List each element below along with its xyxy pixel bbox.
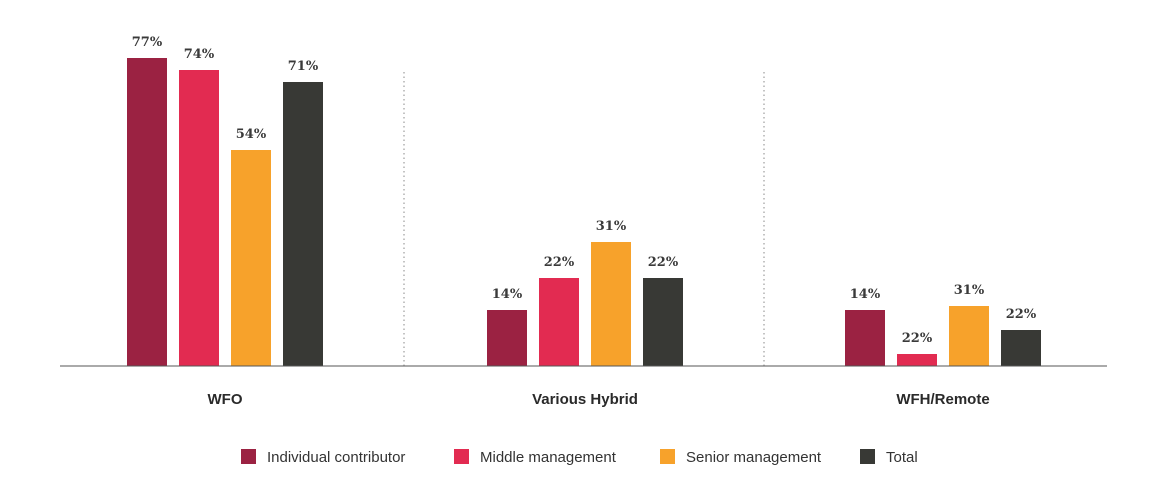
category-label-1: Various Hybrid [532, 391, 638, 408]
bars-layer [127, 58, 1041, 366]
value-label-2-2: 31% [954, 283, 985, 298]
legend: Individual contributor Middle management S… [241, 449, 918, 466]
bar-2-2 [949, 306, 989, 366]
value-label-2-1: 22% [902, 331, 933, 346]
legend-label-1: Middle management [480, 449, 617, 466]
value-label-0-2: 54% [236, 127, 267, 142]
category-label-0: WFO [208, 391, 243, 408]
value-label-0-1: 74% [184, 47, 215, 62]
bar-0-2 [231, 150, 271, 366]
bar-0-1 [179, 70, 219, 366]
bar-0-0 [127, 58, 167, 366]
value-label-1-0: 14% [492, 287, 523, 302]
bar-2-0 [845, 310, 885, 366]
value-label-0-0: 77% [132, 35, 163, 50]
bar-1-0 [487, 310, 527, 366]
category-labels-layer: WFO Various Hybrid WFH/Remote [208, 391, 990, 408]
legend-label-3: Total [886, 449, 918, 466]
value-label-2-0: 14% [850, 287, 881, 302]
value-label-1-1: 22% [544, 255, 575, 270]
bar-1-3 [643, 278, 683, 366]
legend-label-2: Senior management [686, 449, 822, 466]
value-label-2-3: 22% [1006, 307, 1037, 322]
legend-swatch-1 [454, 449, 469, 464]
value-label-1-3: 22% [648, 255, 679, 270]
bar-1-1 [539, 278, 579, 366]
bar-0-3 [283, 82, 323, 366]
legend-label-0: Individual contributor [267, 449, 405, 466]
value-label-0-3: 71% [288, 59, 319, 74]
bar-2-1 [897, 354, 937, 366]
value-labels-layer: 77% 74% 54% 71% 14% 22% 31% 22% 14% 22% 31% 22% [132, 35, 1037, 346]
group-separators [403, 72, 765, 366]
bar-2-3 [1001, 330, 1041, 366]
bar-1-2 [591, 242, 631, 366]
category-label-2: WFH/Remote [896, 391, 989, 408]
value-label-1-2: 31% [596, 219, 627, 234]
legend-swatch-0 [241, 449, 256, 464]
legend-swatch-3 [860, 449, 875, 464]
legend-swatch-2 [660, 449, 675, 464]
